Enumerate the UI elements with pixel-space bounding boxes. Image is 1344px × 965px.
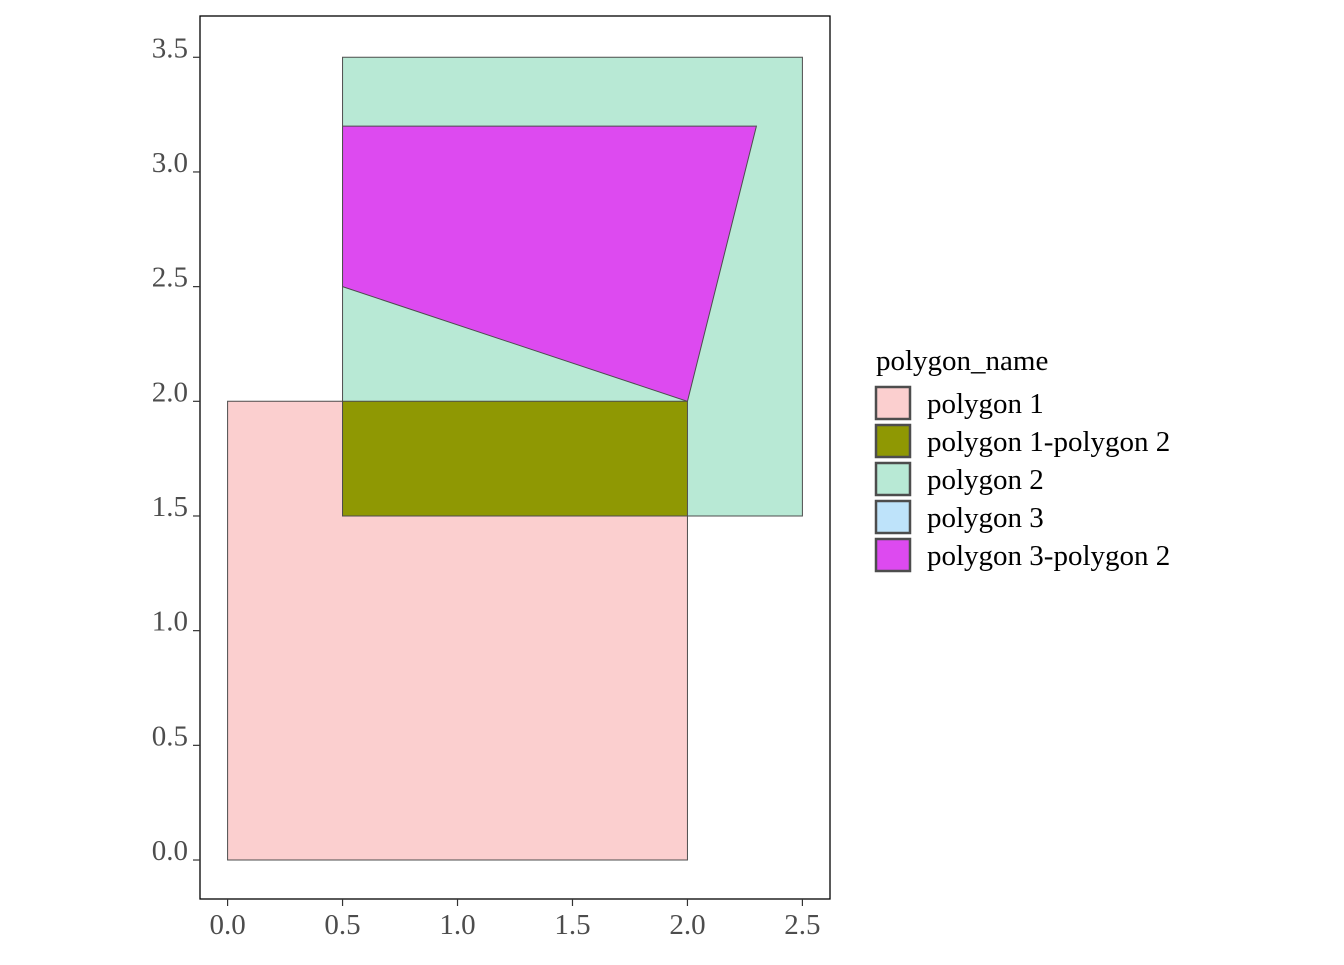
legend-label-polygon-1-polygon-2: polygon 1-polygon 2 <box>927 426 1170 458</box>
plot-area <box>200 16 830 899</box>
y-tick-label: 2.5 <box>152 262 188 294</box>
axes: 0.0 0.5 1.0 1.5 2.0 2.5 0.0 0.5 1.0 1.5 2.0 2.5 3.0 3… <box>152 15 831 941</box>
y-tick-label: 2.0 <box>152 376 188 408</box>
y-tick-label: 1.0 <box>152 606 188 638</box>
polygon-polygon-1-polygon-2 <box>342 400 688 517</box>
panel-border <box>199 15 831 900</box>
legend-label-polygon-3: polygon 3 <box>927 502 1044 534</box>
y-tick-label: 0.0 <box>152 835 188 867</box>
legend-key-polygon-3 <box>874 499 912 535</box>
legend-key-polygon-1 <box>874 385 912 421</box>
y-tick-label: 0.5 <box>152 720 188 752</box>
legend-label-polygon-3-polygon-2: polygon 3-polygon 2 <box>927 540 1170 572</box>
legend-title: polygon_name <box>876 345 1048 377</box>
y-tick-label: 1.5 <box>152 491 188 523</box>
y-tick-label: 3.0 <box>152 147 188 179</box>
legend-key-polygon-2 <box>874 461 912 497</box>
legend-label-polygon-1: polygon 1 <box>927 388 1044 420</box>
polygon-polygon-3-polygon-2 <box>342 125 758 402</box>
y-tick-label: 3.5 <box>152 32 188 64</box>
x-tick-label: 0.5 <box>324 909 360 941</box>
x-tick-label: 1.0 <box>439 909 475 941</box>
x-tick-label: 1.5 <box>554 909 590 941</box>
legend-label-polygon-2: polygon 2 <box>927 464 1044 496</box>
x-tick-label: 0.0 <box>209 909 245 941</box>
x-tick-label: 2.5 <box>784 909 820 941</box>
x-tick-label: 2.0 <box>669 909 705 941</box>
legend-key-polygon-1-polygon-2 <box>874 423 912 459</box>
legend-key-polygon-3-polygon-2 <box>874 537 912 573</box>
